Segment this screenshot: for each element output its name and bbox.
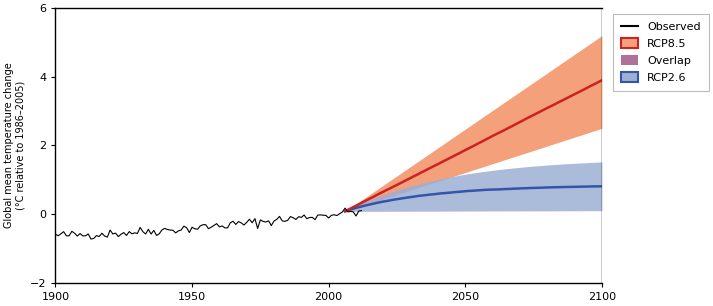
Legend: Observed, RCP8.5, Overlap, RCP2.6: Observed, RCP8.5, Overlap, RCP2.6 bbox=[613, 14, 709, 91]
Y-axis label: Global mean temperature change
(°C relative to 1986–2005): Global mean temperature change (°C relat… bbox=[4, 63, 26, 228]
